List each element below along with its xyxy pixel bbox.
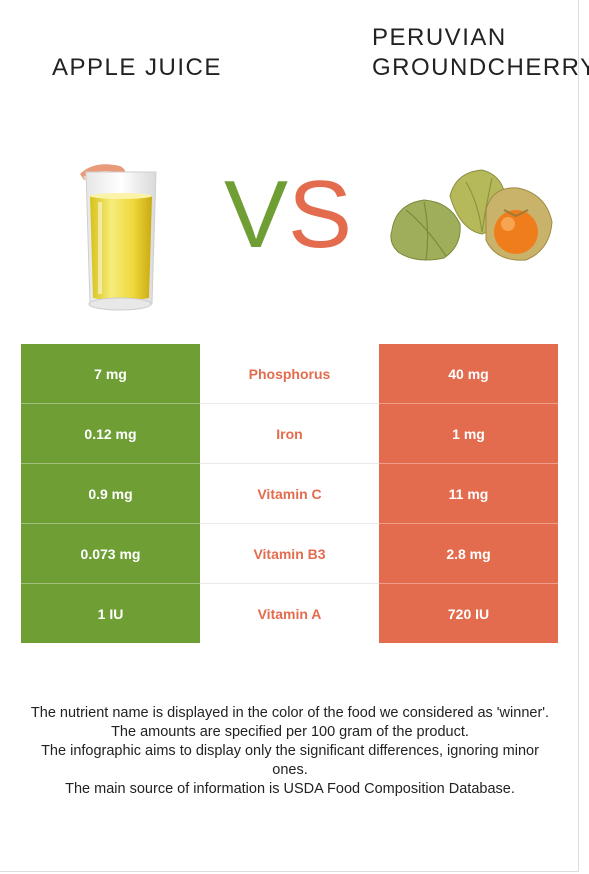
right-value-cell: 720 IU <box>379 583 558 643</box>
footer-notes: The nutrient name is displayed in the co… <box>30 704 550 799</box>
footer-note: The amounts are specified per 100 gram o… <box>111 724 469 740</box>
right-value-cell: 1 mg <box>379 403 558 464</box>
groundcherry-image <box>390 169 553 261</box>
right-value-cell: 40 mg <box>379 344 558 404</box>
table-row: 7 mg Phosphorus 40 mg <box>21 344 558 404</box>
nutrient-name-cell: Iron <box>200 403 379 464</box>
right-value-cell: 11 mg <box>379 463 558 524</box>
footer-note: The nutrient name is displayed in the co… <box>30 705 550 721</box>
vs-s-letter: S <box>288 161 353 268</box>
nutrient-name-cell: Vitamin B3 <box>200 523 379 584</box>
left-value-cell: 0.9 mg <box>21 463 200 524</box>
food-title-left: Apple juice <box>52 54 222 81</box>
nutrient-comparison-table: 7 mg Phosphorus 40 mg 0.12 mg Iron 1 mg … <box>21 344 558 643</box>
table-row: 0.12 mg Iron 1 mg <box>21 403 558 464</box>
left-value-cell: 7 mg <box>21 344 200 404</box>
vs-label: VS <box>224 165 352 265</box>
left-value-cell: 0.12 mg <box>21 403 200 464</box>
nutrient-name-cell: Vitamin A <box>200 583 379 643</box>
nutrient-name-cell: Vitamin C <box>200 463 379 524</box>
footer-note: The infographic aims to display only the… <box>41 743 539 778</box>
left-value-cell: 0.073 mg <box>21 523 200 584</box>
footer-note: The main source of information is USDA F… <box>65 781 515 797</box>
right-value-cell: 2.8 mg <box>379 523 558 584</box>
table-row: 0.9 mg Vitamin C 11 mg <box>21 463 558 524</box>
apple-juice-glass-image <box>80 164 157 311</box>
table-row: 0.073 mg Vitamin B3 2.8 mg <box>21 523 558 584</box>
vs-v-letter: V <box>224 161 289 268</box>
food-title-right: Peruvian groundcherry <box>372 24 589 81</box>
nutrient-name-cell: Phosphorus <box>200 344 379 404</box>
table-row: 1 IU Vitamin A 720 IU <box>21 583 558 643</box>
left-value-cell: 1 IU <box>21 583 200 643</box>
